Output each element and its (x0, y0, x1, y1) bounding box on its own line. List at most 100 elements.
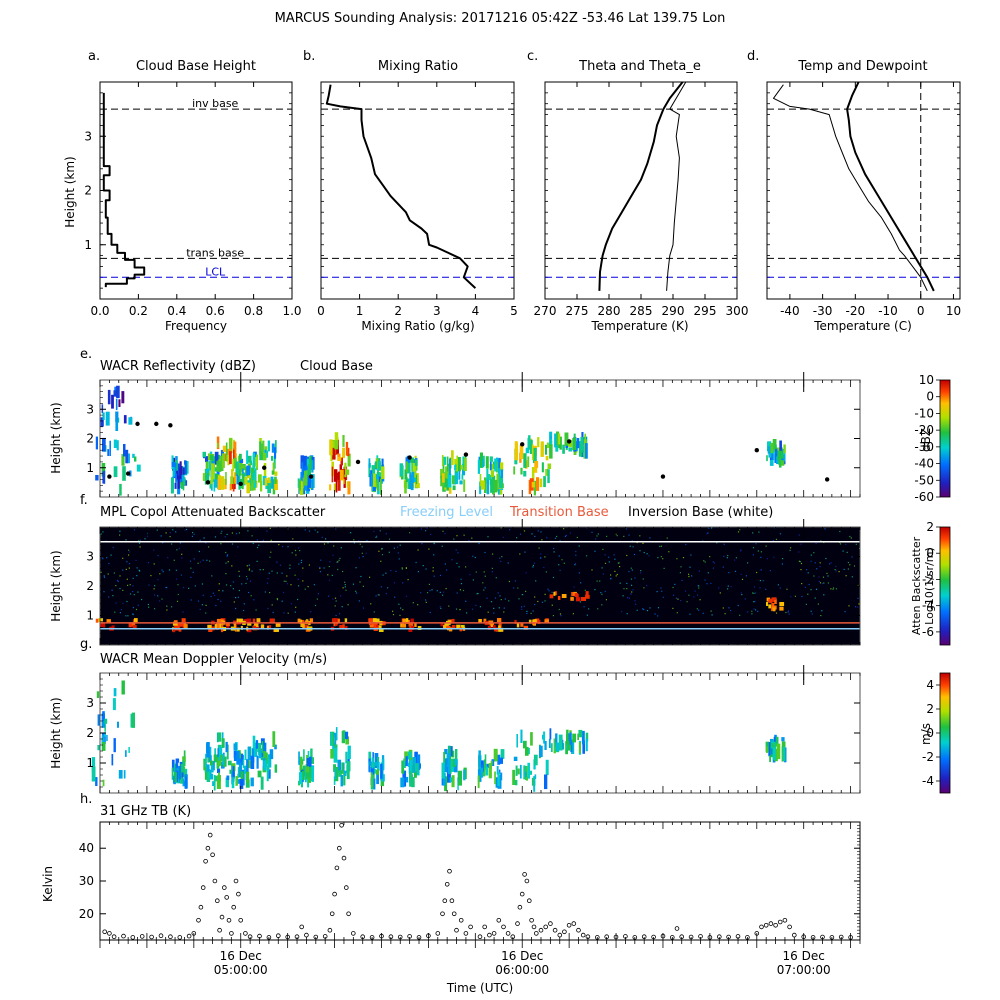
backscatter-noise (138, 540, 140, 542)
backscatter-noise (526, 610, 528, 612)
backscatter-noise (132, 577, 134, 579)
velocity-cell (451, 750, 455, 758)
backscatter-noise (181, 557, 183, 559)
backscatter-noise (201, 604, 203, 606)
backscatter-noise (101, 557, 103, 559)
backscatter-noise (479, 606, 481, 608)
backscatter-noise (572, 613, 574, 615)
backscatter-noise (810, 560, 812, 562)
backscatter-noise (362, 556, 364, 558)
velocity-cell (238, 763, 241, 777)
velocity-cell (528, 770, 532, 775)
backscatter-cell (215, 625, 219, 630)
backscatter-cell (309, 618, 313, 623)
backscatter-noise (463, 534, 465, 536)
x-tick-label: 0.8 (244, 304, 263, 318)
reflectivity-cell (241, 473, 244, 490)
backscatter-noise (147, 603, 149, 606)
backscatter-noise (759, 580, 761, 582)
backscatter-noise (211, 575, 213, 577)
backscatter-noise (544, 593, 546, 595)
tb-point (149, 934, 154, 940)
reference-line-label: inv base (192, 97, 238, 110)
backscatter-noise (445, 588, 447, 590)
backscatter-noise (858, 603, 860, 605)
velocity-cell (585, 732, 589, 742)
backscatter-noise (677, 598, 679, 600)
x-tick-label: 2 (394, 304, 402, 318)
cloud-base-point (463, 452, 469, 457)
velocity-cell (454, 759, 458, 765)
backscatter-noise (350, 532, 352, 534)
velocity-cell (227, 760, 232, 766)
backscatter-noise (689, 613, 691, 615)
backscatter-noise (595, 538, 597, 540)
velocity-cell (782, 746, 786, 761)
tb-point (487, 932, 492, 938)
backscatter-noise (269, 556, 271, 558)
tb-point (517, 904, 523, 910)
velocity-cell (771, 743, 775, 748)
backscatter-cell (132, 622, 136, 627)
backscatter-noise (331, 574, 333, 576)
backscatter-noise (417, 549, 419, 551)
backscatter-noise (604, 562, 607, 564)
backscatter-noise (270, 551, 272, 553)
reflectivity-cell (303, 455, 307, 469)
reflectivity-cell (307, 474, 311, 488)
x-tick-label: 16 Dec (501, 949, 543, 963)
backscatter-noise (342, 587, 344, 589)
plot-frame (99, 81, 293, 300)
backscatter-noise (600, 592, 602, 594)
reflectivity-cell (211, 463, 215, 480)
reflectivity-cell (770, 442, 774, 454)
velocity-cell (267, 757, 270, 771)
plot-frame (544, 81, 738, 300)
backscatter-noise (514, 580, 516, 582)
backscatter-noise (798, 534, 800, 536)
reflectivity-cell (306, 458, 310, 468)
backscatter-noise (575, 550, 577, 553)
reflectivity-cell (113, 439, 117, 448)
backscatter-noise (139, 539, 141, 541)
backscatter-noise (642, 542, 644, 544)
backscatter-noise (642, 578, 644, 580)
backscatter-noise (320, 559, 322, 561)
backscatter-noise (425, 568, 427, 570)
tb-point (442, 898, 448, 903)
tb-point (566, 922, 572, 928)
backscatter-noise (401, 568, 403, 570)
reflectivity-cell (267, 440, 270, 452)
velocity-cell (577, 733, 579, 741)
velocity-cell (380, 778, 385, 787)
reflectivity-cell (113, 466, 118, 478)
reflectivity-cell (218, 460, 222, 472)
velocity-cell (240, 753, 244, 765)
backscatter-noise (321, 536, 323, 538)
reflectivity-cell (95, 436, 98, 450)
tb-point (763, 922, 769, 928)
backscatter-noise (177, 584, 179, 586)
backscatter-noise (162, 571, 164, 573)
colorbar-backscatter: Atten Backscatter Log10(1/sr/m) 20-2-4-6 (910, 520, 951, 646)
backscatter-noise (106, 557, 108, 559)
backscatter-noise (723, 555, 725, 557)
backscatter-cell (369, 623, 374, 628)
x-tick-label: 290 (662, 304, 685, 318)
reflectivity-cell (107, 389, 111, 405)
backscatter-noise (821, 610, 823, 612)
backscatter-noise (281, 572, 283, 574)
velocity-cell (274, 744, 277, 750)
reflectivity-cell (230, 481, 234, 489)
reflectivity-cell (498, 475, 503, 488)
backscatter-cell (333, 622, 336, 627)
y-tick-label: 2 (86, 726, 94, 740)
backscatter-noise (660, 587, 662, 589)
backscatter-noise (760, 556, 762, 558)
reflectivity-cell (307, 466, 309, 483)
reflectivity-cell (407, 462, 411, 474)
backscatter-noise (433, 575, 435, 577)
backscatter-noise (189, 560, 192, 562)
reflectivity-cell (564, 432, 569, 446)
backscatter-noise (752, 592, 754, 594)
